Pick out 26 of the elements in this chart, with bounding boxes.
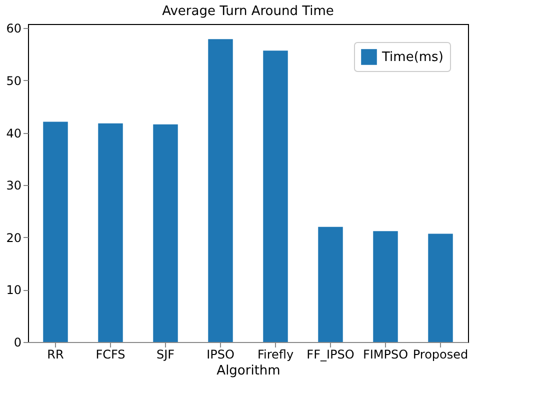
x-tick-label: IPSO	[206, 348, 234, 362]
bar	[208, 39, 233, 342]
x-axis-title: Algorithm	[216, 364, 280, 378]
bar	[318, 226, 343, 342]
bar	[373, 231, 398, 342]
y-tick-label: 10	[6, 283, 22, 298]
y-tick-label: 20	[6, 230, 22, 245]
x-tick-label: Firefly	[257, 348, 294, 362]
x-tick-label: RR	[47, 348, 64, 362]
bar	[428, 234, 453, 342]
bar	[98, 123, 123, 342]
y-tick-label: 40	[6, 126, 22, 140]
bar	[43, 122, 68, 342]
x-tick-label: SJF	[156, 348, 175, 362]
chart-title: Average Turn Around Time	[162, 4, 334, 20]
x-tick-label: FCFS	[96, 348, 126, 362]
x-tick-label: FIMPSO	[362, 348, 408, 362]
x-tick-label: FF_IPSO	[306, 348, 354, 362]
bar	[263, 50, 288, 342]
legend-label: Time(ms)	[381, 50, 444, 65]
y-tick-label: 30	[6, 178, 22, 193]
bar	[153, 124, 178, 342]
y-tick-label: 50	[6, 74, 22, 88]
y-tick-label: 60	[6, 22, 22, 36]
x-tick-label: Proposed	[412, 348, 468, 362]
y-tick-label: 0	[14, 336, 22, 350]
